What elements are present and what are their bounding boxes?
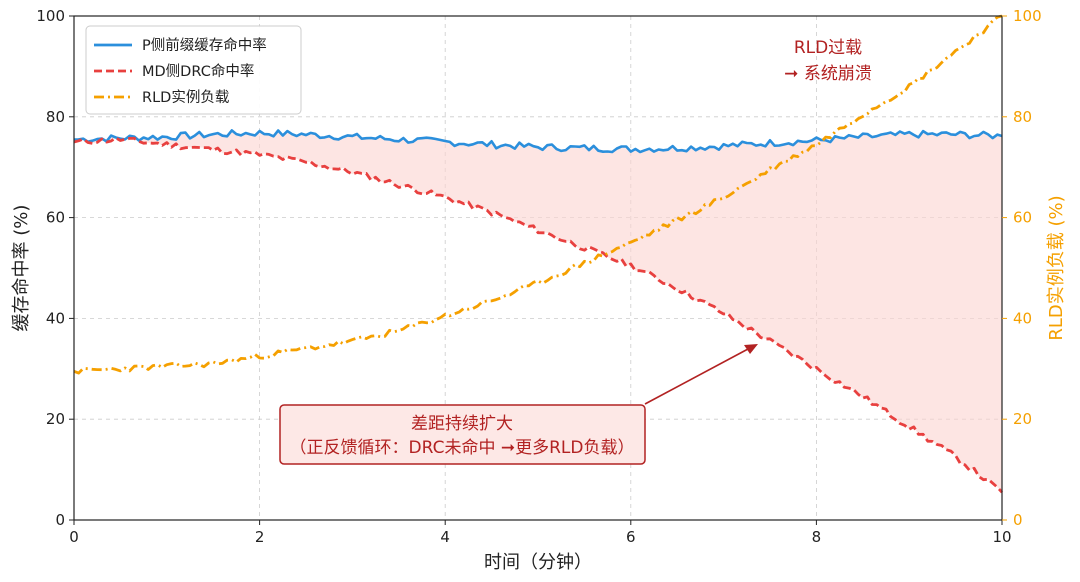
right-y-tick-label: 0 (1013, 511, 1023, 529)
legend-box (85, 25, 302, 115)
right-y-tick-label: 100 (1013, 7, 1042, 25)
left-y-tick-label: 60 (46, 209, 65, 227)
x-tick-label: 8 (812, 528, 822, 546)
series-line-p-prefix-hit-rate (73, 129, 1003, 154)
annotation-text-overload: RLD过载 (794, 38, 862, 58)
left-y-tick-label: 0 (55, 511, 65, 529)
right-y-tick-label: 80 (1013, 108, 1032, 126)
right-y-tick-label: 40 (1013, 309, 1032, 327)
left-y-axis-title: 缓存命中率 (%) (11, 205, 32, 332)
plot-frame (73, 15, 1003, 521)
x-tick-label: 10 (992, 528, 1011, 546)
annotation-arrow-head (744, 344, 758, 354)
x-axis-title: 时间（分钟） (484, 552, 592, 573)
gap-shaded-region (74, 130, 1002, 493)
series-group (73, 14, 1004, 494)
right-y-tick-label: 60 (1013, 209, 1032, 227)
annotation-text-gap: 差距持续扩大 (411, 414, 513, 434)
left-y-tick-label: 40 (46, 309, 65, 327)
left-y-tick-label: 80 (46, 108, 65, 126)
annotation-text-overload: ➞ 系统崩溃 (784, 64, 872, 84)
series-line-md-drc-hit-rate (73, 136, 1004, 494)
x-tick-label: 2 (255, 528, 265, 546)
right-y-tick-label: 20 (1013, 410, 1032, 428)
legend-label: P侧前缀缓存命中率 (142, 36, 267, 54)
x-tick-label: 6 (626, 528, 636, 546)
x-tick-label: 4 (440, 528, 450, 546)
annotation-box (279, 404, 646, 465)
left-y-tick-label: 100 (36, 7, 65, 25)
annotation-arrow (644, 348, 749, 405)
annotations: 差距持续扩大 （正反馈循环：DRC未命中 ➞更多RLD负载） RLD过载 ➞ 系统崩溃 (279, 38, 872, 465)
x-tick-label: 0 (69, 528, 79, 546)
left-y-tick-label: 20 (46, 410, 65, 428)
right-y-axis-title: RLD实例负载 (%) (1046, 195, 1067, 340)
annotation-text-gap: （正反馈循环：DRC未命中 ➞更多RLD负载） (290, 438, 635, 458)
legend: P侧前缀缓存命中率 MD侧DRC命中率 RLD实例负载 (85, 25, 302, 115)
legend-label: RLD实例负载 (142, 89, 229, 106)
legend-label: MD侧DRC命中率 (142, 62, 254, 80)
